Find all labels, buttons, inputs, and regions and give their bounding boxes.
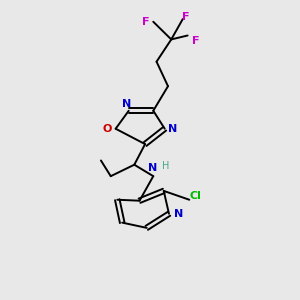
Text: N: N (122, 98, 132, 109)
Text: N: N (148, 163, 157, 173)
Text: F: F (142, 17, 150, 27)
Text: F: F (192, 36, 200, 46)
Text: O: O (103, 124, 112, 134)
Text: F: F (182, 11, 190, 22)
Text: N: N (168, 124, 178, 134)
Text: H: H (162, 161, 169, 171)
Text: Cl: Cl (189, 191, 201, 202)
Text: N: N (173, 209, 183, 219)
